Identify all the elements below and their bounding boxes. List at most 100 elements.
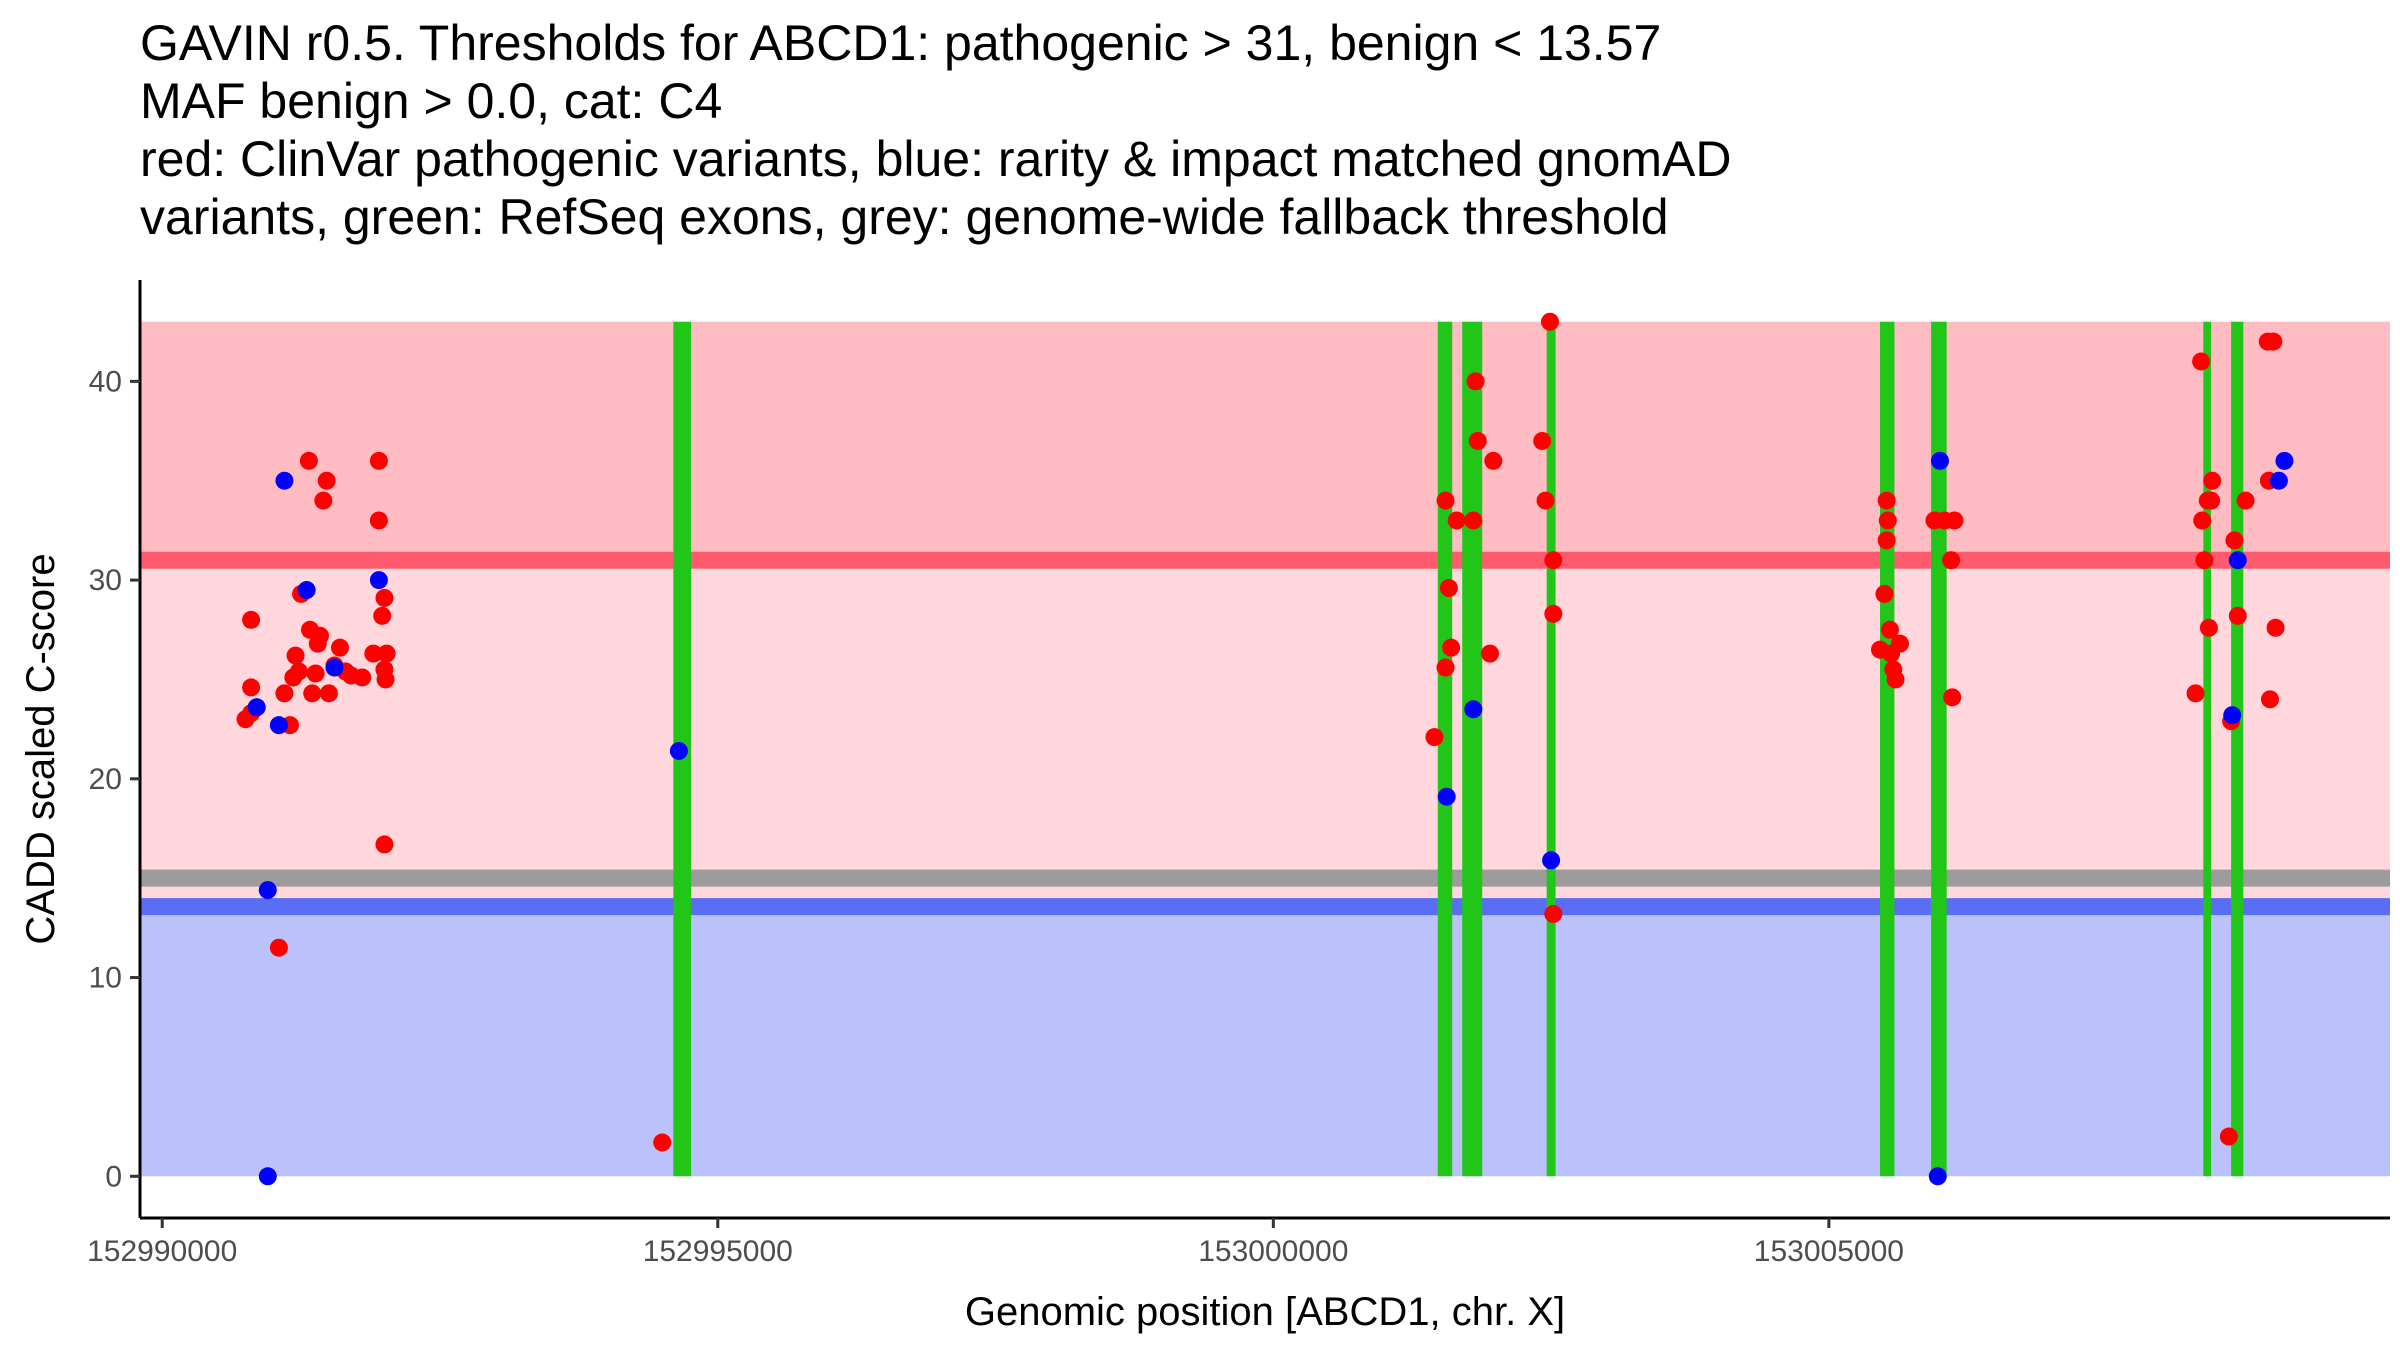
ticks-layer: 0 10 20 30 40 152990000 152995000 153000000 1530…	[87, 365, 1904, 1268]
clinvar-point-76	[2202, 491, 2221, 510]
clinvar-point-53	[1544, 904, 1563, 923]
clinvar-point-72	[2195, 551, 2214, 570]
gnomad-point-17	[2269, 471, 2288, 490]
clinvar-point-38	[1436, 658, 1455, 677]
clinvar-point-41	[1442, 638, 1461, 657]
x-tick-label-1: 152995000	[643, 1235, 793, 1268]
thresholds-layer	[140, 551, 2390, 916]
gnomad-point-5	[269, 716, 288, 735]
clinvar-point-66	[1942, 551, 1961, 570]
clinvar-point-39	[1436, 491, 1455, 510]
title-line-2: MAF benign > 0.0, cat: C4	[140, 73, 722, 129]
gnomad-point-15	[2223, 706, 2242, 725]
clinvar-point-48	[1533, 431, 1552, 450]
exon-bar-3	[1462, 321, 1483, 1177]
points-layer	[236, 312, 2294, 1186]
gnomad-point-13	[1931, 451, 1949, 470]
clinvar-point-26	[353, 668, 372, 687]
clinvar-point-4	[242, 678, 261, 697]
title-line-3: red: ClinVar pathogenic variants, blue: …	[140, 131, 1731, 187]
exon-bar-7	[2203, 321, 2212, 1177]
clinvar-point-20	[317, 471, 336, 490]
gnomad-point-3	[258, 881, 277, 900]
y-tick-label-10: 10	[89, 962, 122, 995]
exon-bar-2	[1437, 321, 1453, 1177]
gnomad-point-2	[258, 1167, 277, 1186]
gnomad-point-18	[2275, 451, 2294, 470]
clinvar-point-80	[2228, 606, 2247, 625]
clinvar-point-15	[303, 684, 322, 703]
clinvar-point-30	[375, 588, 394, 607]
clinvar-point-85	[2261, 690, 2279, 709]
gnomad-point-4	[275, 471, 294, 490]
clinvar-point-19	[314, 491, 333, 510]
clinvar-point-35	[375, 835, 394, 854]
clinvar-point-23	[331, 638, 349, 657]
regions-layer	[140, 321, 2390, 1177]
clinvar-point-8	[275, 684, 294, 703]
chart-title: GAVIN r0.5. Thresholds for ABCD1: pathog…	[140, 15, 1731, 245]
clinvar-point-52	[1544, 604, 1563, 623]
clinvar-point-34	[376, 670, 395, 689]
gnomad-point-9	[669, 741, 688, 760]
gnomad-point-11	[1464, 700, 1483, 719]
clinvar-point-86	[2266, 618, 2285, 637]
clinvar-point-11	[289, 662, 308, 681]
clinvar-point-58	[1877, 531, 1896, 550]
clinvar-point-16	[306, 664, 325, 683]
x-tick-label-3: 153005000	[1754, 1235, 1904, 1268]
gnomad-point-12	[1542, 851, 1561, 870]
x-axis-label: Genomic position [ABCD1, chr. X]	[965, 1290, 1565, 1334]
clinvar-point-36	[653, 1133, 672, 1152]
gnomad-point-7	[325, 658, 344, 677]
clinvar-point-55	[1875, 584, 1894, 603]
gnomad-point-8	[369, 571, 388, 590]
clinvar-point-57	[1878, 511, 1897, 530]
exon-bar-6	[1931, 321, 1947, 1177]
clinvar-point-21	[319, 684, 338, 703]
clinvar-point-83	[2264, 332, 2283, 351]
clinvar-point-42	[1447, 511, 1466, 530]
clinvar-point-70	[2192, 352, 2211, 371]
axes	[138, 280, 2390, 1220]
clinvar-point-62	[1886, 670, 1905, 689]
clinvar-point-28	[369, 451, 388, 470]
gnomad-point-1	[247, 698, 266, 717]
clinvar-point-69	[2186, 684, 2205, 703]
clinvar-point-44	[1466, 372, 1485, 391]
clinvar-point-68	[1945, 511, 1964, 530]
clinvar-point-31	[373, 606, 392, 625]
clinvar-point-29	[369, 511, 388, 530]
clinvar-point-81	[2236, 491, 2255, 510]
y-axis-label: CADD scaled C-score	[19, 553, 63, 944]
clinvar-point-46	[1481, 644, 1499, 663]
clinvar-point-79	[2225, 531, 2244, 550]
pathogenic-region	[140, 321, 2390, 561]
clinvar-point-43	[1464, 511, 1483, 530]
benign-region	[140, 906, 2390, 1177]
y-tick-label-20: 20	[89, 763, 122, 796]
clinvar-point-32	[377, 644, 396, 663]
clinvar-point-73	[2199, 618, 2218, 637]
exon-bar-4	[1546, 321, 1556, 1177]
exon-bar-8	[2231, 321, 2244, 1177]
clinvar-point-5	[242, 610, 261, 629]
exon-bar-5	[1880, 321, 1895, 1177]
gnomad-point-10	[1437, 787, 1456, 806]
clinvar-point-37	[1425, 728, 1444, 747]
clinvar-point-13	[299, 451, 318, 470]
gnomad-point-6	[297, 581, 316, 600]
y-tick-label-40: 40	[89, 365, 122, 398]
clinvar-point-56	[1877, 491, 1896, 510]
clinvar-point-10	[286, 646, 305, 665]
clinvar-point-71	[2193, 511, 2212, 530]
clinvar-point-27	[364, 644, 383, 663]
title-line-1: GAVIN r0.5. Thresholds for ABCD1: pathog…	[140, 15, 1661, 71]
clinvar-point-6	[269, 938, 288, 957]
clinvar-point-59	[1881, 620, 1899, 639]
gnomad-point-16	[2228, 551, 2247, 570]
x-tick-label-0: 152990000	[87, 1235, 237, 1268]
clinvar-point-67	[1943, 688, 1962, 707]
clinvar-point-75	[2203, 471, 2222, 490]
